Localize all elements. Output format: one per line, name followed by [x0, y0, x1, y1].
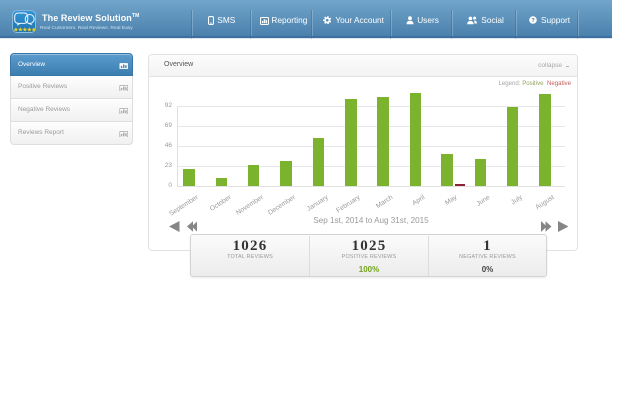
svg-text:?: ?	[532, 18, 536, 24]
